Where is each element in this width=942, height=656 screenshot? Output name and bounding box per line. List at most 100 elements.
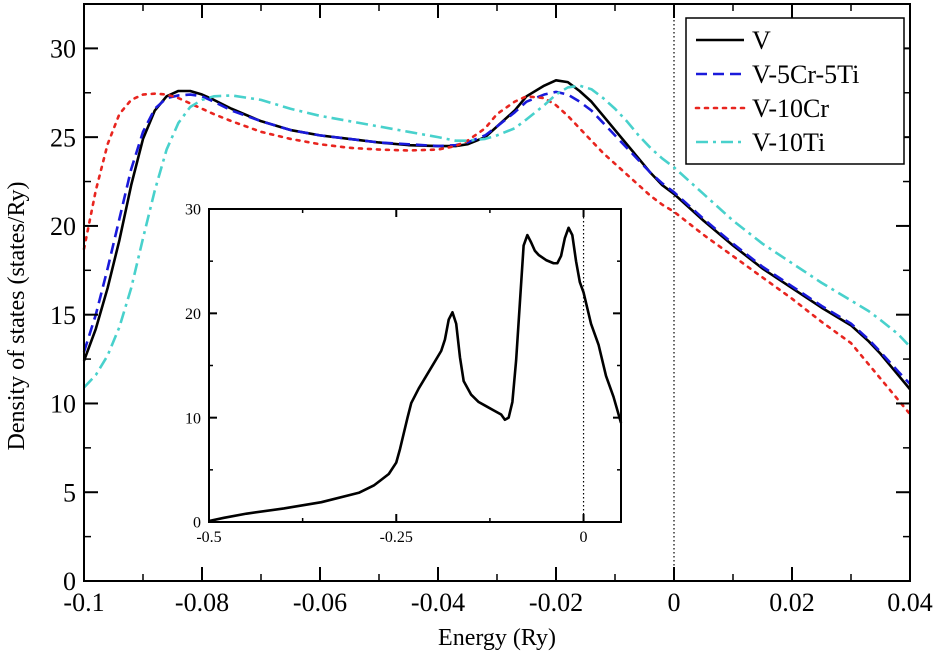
main-x-tick-label-0: -0.1 — [63, 588, 104, 617]
main-data-point-3-24 — [514, 127, 516, 129]
main-data-point-1-10 — [201, 96, 203, 98]
main-x-tick-label-2: -0.06 — [293, 588, 347, 617]
main-data-point-0-44 — [868, 341, 870, 343]
inset-data-point-0-39 — [553, 262, 555, 264]
main-x-tick-label-3: -0.04 — [411, 588, 465, 617]
inset-data-point-0-1 — [223, 517, 225, 519]
main-data-point-3-9 — [189, 106, 191, 108]
main-data-point-1-18 — [408, 143, 410, 145]
main-data-point-2-9 — [189, 103, 191, 105]
inset-y-ticks: 0 10 20 30 — [185, 202, 621, 532]
inset-background — [209, 209, 621, 522]
main-data-point-0-9 — [189, 90, 191, 92]
main-data-point-3-7 — [166, 149, 168, 151]
main-data-point-1-7 — [166, 97, 168, 99]
inset-data-point-0-21 — [459, 356, 461, 358]
x-axis-title: Energy (Ry) — [438, 625, 556, 651]
inset-data-point-0-32 — [519, 302, 521, 304]
main-data-point-2-35 — [650, 195, 652, 197]
main-data-point-1-3 — [119, 218, 121, 220]
inset-x-tick-label-0: -0.5 — [196, 529, 221, 546]
main-data-point-3-4 — [130, 287, 132, 289]
main-data-point-2-2 — [107, 143, 109, 145]
main-data-point-3-1 — [95, 374, 97, 376]
main-data-point-2-29 — [579, 127, 581, 129]
inset-y-tick-label-1: 10 — [185, 410, 201, 427]
main-data-point-3-46 — [897, 333, 899, 335]
main-data-point-1-43 — [850, 323, 852, 325]
main-data-point-2-37 — [673, 211, 675, 213]
main-data-point-1-24 — [514, 112, 516, 114]
main-data-point-1-11 — [213, 101, 215, 103]
main-data-point-2-6 — [154, 93, 156, 95]
main-x-tick-label-1: -0.08 — [175, 588, 229, 617]
main-x-tick-label-7: 0.04 — [887, 588, 933, 617]
inset-data-point-0-23 — [470, 394, 472, 396]
inset-data-point-0-11 — [407, 417, 409, 419]
main-data-point-2-18 — [408, 150, 410, 152]
main-data-point-2-16 — [349, 147, 351, 149]
main-data-point-1-42 — [821, 305, 823, 307]
main-data-point-1-30 — [591, 110, 593, 112]
main-data-point-2-31 — [602, 152, 604, 154]
inset-y-tick-label-0: 0 — [193, 515, 201, 532]
inset-series-line-0 — [208, 226, 623, 523]
main-data-point-3-13 — [260, 99, 262, 101]
inset-data-point-0-27 — [500, 414, 502, 416]
main-y-tick-label-0: 0 — [63, 567, 76, 596]
main-x-tick-label-4: -0.02 — [529, 588, 583, 617]
inset-data-point-0-45 — [575, 260, 577, 262]
main-data-point-3-17 — [378, 126, 380, 128]
main-data-point-2-28 — [567, 115, 569, 117]
main-data-point-0-38 — [703, 220, 705, 222]
inset-data-point-0-22 — [463, 380, 465, 382]
main-series-line-3 — [83, 84, 911, 389]
main-data-point-1-37 — [673, 191, 675, 193]
main-data-point-3-34 — [638, 135, 640, 137]
main-series-line-1 — [82, 90, 911, 385]
main-data-point-1-38 — [703, 218, 705, 220]
main-data-point-2-38 — [703, 234, 705, 236]
main-data-point-2-43 — [850, 342, 852, 344]
main-data-point-2-32 — [614, 163, 616, 165]
main-data-point-1-6 — [154, 108, 156, 110]
main-data-point-1-35 — [650, 172, 652, 174]
main-data-point-0-3 — [119, 239, 121, 241]
main-data-point-3-20 — [455, 140, 457, 142]
inset-data-point-0-9 — [399, 448, 401, 450]
inset-y-tick-label-3: 30 — [185, 202, 201, 219]
main-data-point-1-31 — [602, 122, 604, 124]
main-data-point-3-43 — [850, 300, 852, 302]
inset-data-point-0-40 — [557, 262, 559, 264]
main-data-point-2-26 — [543, 97, 545, 99]
main-series-line-0 — [82, 79, 911, 391]
inset-data-point-0-24 — [478, 401, 480, 403]
inset-data-point-0-36 — [534, 250, 536, 252]
main-data-point-3-23 — [496, 135, 498, 137]
main-data-point-0-31 — [602, 115, 604, 117]
main-data-point-0-29 — [579, 90, 581, 92]
main-data-point-2-17 — [378, 149, 380, 151]
main-data-point-1-8 — [178, 95, 180, 97]
main-data-point-2-42 — [821, 321, 823, 323]
main-data-point-3-18 — [408, 131, 410, 133]
main-data-point-3-37 — [673, 167, 675, 169]
main-data-point-2-13 — [260, 131, 262, 133]
main-y-tick-label-5: 25 — [50, 123, 76, 152]
main-data-point-0-8 — [178, 90, 180, 92]
main-data-point-1-19 — [437, 145, 439, 147]
main-data-point-0-33 — [626, 143, 628, 145]
main-data-point-1-34 — [638, 159, 640, 161]
main-data-point-0-28 — [567, 81, 569, 83]
main-data-point-2-7 — [166, 94, 168, 96]
inset-data-point-0-14 — [425, 375, 427, 377]
inset-data-point-0-15 — [433, 363, 435, 365]
inset-data-point-0-38 — [545, 259, 547, 261]
inset-data-point-0-31 — [515, 359, 517, 361]
main-data-point-3-22 — [484, 138, 486, 140]
main-data-point-2-36 — [661, 204, 663, 206]
main-data-point-2-25 — [526, 96, 528, 98]
inset-data-point-0-26 — [493, 410, 495, 412]
main-data-point-0-2 — [107, 287, 109, 289]
main-data-point-1-5 — [142, 131, 144, 133]
